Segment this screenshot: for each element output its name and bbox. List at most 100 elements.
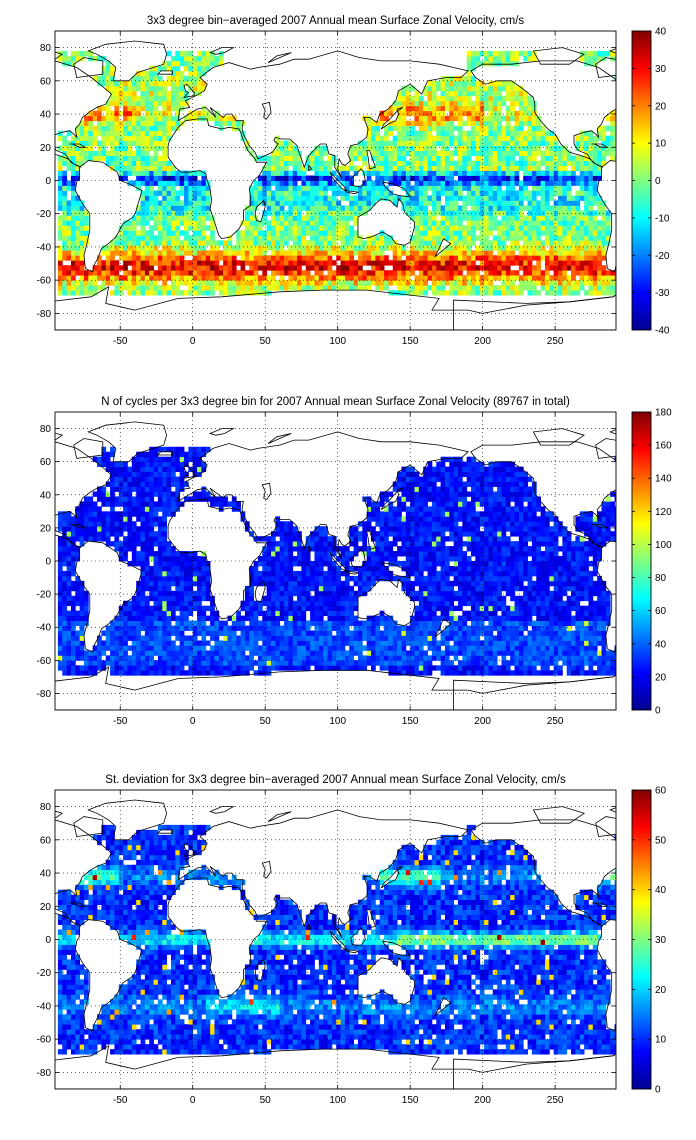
heatmap-cell [144, 660, 150, 666]
heatmap-cell [362, 160, 368, 166]
heatmap-cell [397, 95, 402, 102]
heatmap-cell [336, 650, 341, 656]
heatmap-cell [462, 135, 468, 142]
heatmap-cell [558, 205, 563, 211]
heatmap-cell [562, 200, 568, 206]
heatmap-cell [166, 270, 172, 276]
heatmap-cell [179, 95, 185, 102]
heatmap-cell [371, 125, 376, 132]
heatmap-cell [131, 265, 137, 271]
heatmap-cell [305, 190, 311, 196]
heatmap-cell [366, 655, 372, 661]
heatmap-cell [597, 235, 602, 241]
heatmap-cell [197, 670, 202, 676]
heatmap-cell [301, 200, 307, 206]
heatmap-cell [605, 125, 611, 132]
heatmap-cell [318, 200, 324, 206]
heatmap-cell [518, 155, 524, 161]
heatmap-cell [457, 120, 463, 127]
heatmap-cell [427, 110, 433, 117]
heatmap-cell [201, 250, 207, 256]
heatmap-cell [236, 285, 241, 291]
heatmap-cell [431, 185, 437, 191]
heatmap-cell [492, 195, 498, 201]
heatmap-cell [70, 655, 76, 661]
heatmap-cell [592, 640, 598, 646]
heatmap-cell [514, 640, 520, 646]
heatmap-cell [440, 170, 446, 176]
heatmap-cell [479, 180, 485, 186]
heatmap-cell [540, 130, 546, 137]
heatmap-cell [266, 185, 272, 191]
heatmap-cell [462, 205, 468, 211]
heatmap-cell [70, 640, 76, 646]
heatmap-cell [462, 265, 468, 271]
heatmap-cell [558, 210, 563, 216]
heatmap-cell [453, 205, 459, 211]
heatmap-cell [144, 100, 150, 107]
heatmap-cell [492, 165, 498, 171]
heatmap-cell [118, 245, 124, 251]
heatmap-cell [540, 170, 546, 176]
heatmap-cell [114, 260, 120, 266]
heatmap-cell [523, 175, 528, 181]
heatmap-cell [366, 205, 372, 211]
heatmap-cell [510, 655, 515, 661]
heatmap-cell [405, 650, 411, 656]
heatmap-cell [397, 650, 402, 656]
heatmap-cell [284, 145, 289, 151]
chart-title: 3x3 degree bin−averaged 2007 Annual mean… [147, 15, 525, 27]
heatmap-cell [523, 235, 528, 241]
heatmap-cell [323, 245, 328, 251]
heatmap-cell [353, 220, 359, 226]
heatmap-cell [492, 210, 498, 216]
heatmap-cell [297, 235, 302, 241]
heatmap-cell [479, 110, 485, 117]
heatmap-cell [497, 220, 502, 226]
heatmap-cell [127, 155, 133, 161]
heatmap-cell [584, 160, 589, 166]
heatmap-cell [571, 275, 576, 281]
heatmap-cell [484, 270, 489, 276]
heatmap-cell [479, 155, 485, 161]
heatmap-cell [97, 635, 102, 641]
heatmap-cell [362, 145, 368, 151]
heatmap-cell [97, 150, 102, 156]
heatmap-cell [449, 280, 455, 286]
heatmap-cell [453, 150, 459, 156]
heatmap-cell [170, 250, 176, 256]
heatmap-cell [488, 205, 494, 211]
heatmap-cell [357, 245, 363, 251]
heatmap-cell [305, 155, 311, 161]
heatmap-cell [523, 285, 528, 291]
heatmap-cell [353, 150, 359, 156]
heatmap-cell [431, 655, 437, 661]
heatmap-cell [484, 105, 489, 112]
heatmap-cell [614, 655, 616, 661]
heatmap-cell [471, 185, 476, 191]
heatmap-cell [527, 285, 533, 291]
heatmap-cell [371, 150, 376, 156]
heatmap-cell [392, 250, 398, 256]
heatmap-cell [223, 655, 228, 661]
heatmap-cell [497, 55, 502, 62]
heatmap-cell [340, 180, 346, 186]
heatmap-cell [140, 125, 146, 132]
heatmap-cell [205, 285, 211, 291]
heatmap-cell [284, 265, 289, 271]
heatmap-cell [510, 155, 515, 161]
heatmap-cell [201, 170, 207, 176]
heatmap-cell [223, 650, 228, 656]
heatmap-cell [157, 130, 163, 137]
coastline [680, 71, 695, 74]
heatmap-cell [244, 140, 250, 147]
heatmap-cell [153, 80, 159, 87]
heatmap-cell [288, 195, 294, 201]
heatmap-cell [462, 165, 468, 171]
heatmap-cell [431, 205, 437, 211]
heatmap-cell [484, 640, 489, 646]
heatmap-cell [179, 660, 185, 666]
heatmap-cell [527, 205, 533, 211]
heatmap-cell [518, 195, 524, 201]
heatmap-cell [410, 210, 415, 216]
